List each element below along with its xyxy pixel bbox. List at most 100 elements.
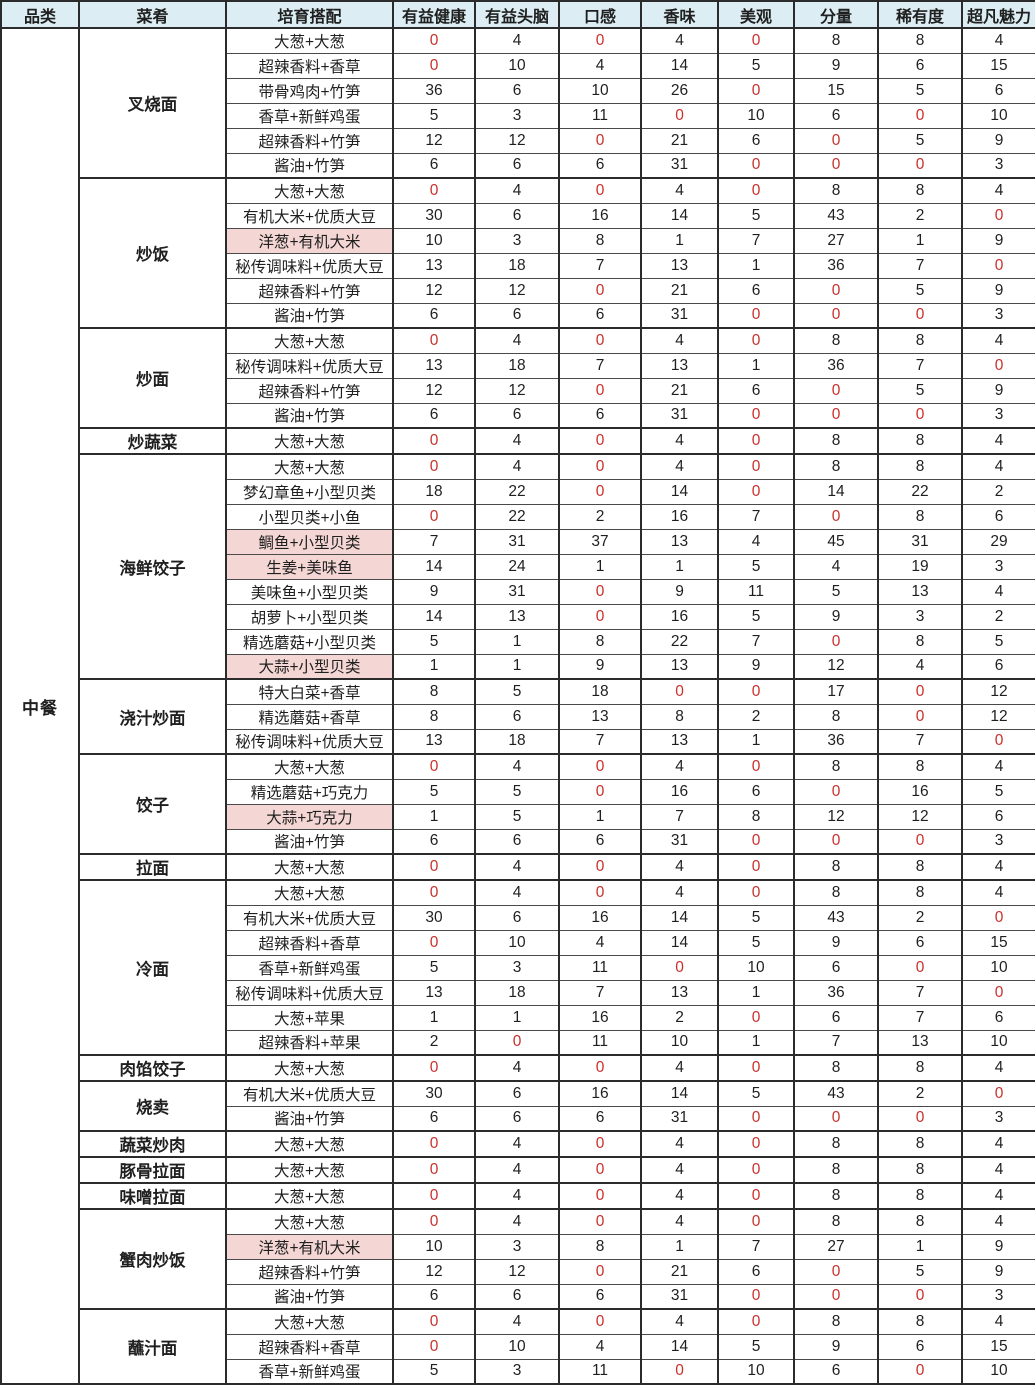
value-cell: 5: [474, 678, 560, 705]
value-cell: 0: [717, 77, 795, 104]
value-cell: 10: [961, 102, 1035, 129]
value-cell: 1: [392, 653, 476, 680]
value-cell: 8: [793, 853, 879, 881]
pairing-cell: 精选蘑菇+巧克力: [225, 778, 394, 805]
value-cell: 14: [640, 52, 719, 79]
table-row: 肉馅饺子 大葱+大葱 0 4 0 4 0 8 8 4: [1, 1054, 1035, 1082]
value-cell: 7: [717, 628, 795, 655]
value-cell: 8: [558, 628, 642, 655]
value-cell: 0: [392, 753, 476, 780]
table-row: 超辣香料+竹笋 12 12 0 21 6 0 5 9: [1, 377, 1035, 404]
value-cell: 0: [877, 954, 963, 981]
value-cell: 4: [640, 1182, 719, 1210]
dish-cell: 味噌拉面: [78, 1182, 227, 1210]
value-cell: 6: [558, 828, 642, 855]
value-cell: 4: [474, 753, 560, 780]
value-cell: 9: [793, 52, 879, 79]
table-row: 超辣香料+香草 0 10 4 14 5 9 6 15: [1, 929, 1035, 956]
value-cell: 8: [877, 753, 963, 780]
value-cell: 13: [474, 603, 560, 630]
value-cell: 12: [392, 127, 476, 154]
value-cell: 15: [961, 929, 1035, 956]
value-cell: 12: [392, 277, 476, 304]
value-cell: 0: [717, 753, 795, 780]
value-cell: 8: [877, 1308, 963, 1335]
column-header: 口感: [558, 0, 642, 29]
value-cell: 13: [640, 352, 719, 379]
value-cell: 8: [793, 703, 879, 730]
value-cell: 0: [961, 728, 1035, 755]
value-cell: 7: [558, 728, 642, 755]
value-cell: 10: [717, 954, 795, 981]
table-row: 生姜+美味鱼 14 24 1 1 5 4 19 3: [1, 553, 1035, 580]
value-cell: 3: [474, 1358, 560, 1385]
table-row: 超辣香料+香草 0 10 4 14 5 9 6 15: [1, 52, 1035, 79]
value-cell: 0: [877, 703, 963, 730]
pairing-cell-highlighted: 生姜+美味鱼: [225, 553, 394, 580]
value-cell: 3: [961, 1105, 1035, 1132]
value-cell: 7: [558, 252, 642, 279]
value-cell: 4: [474, 427, 560, 455]
value-cell: 13: [640, 979, 719, 1006]
value-cell: 0: [717, 453, 795, 480]
value-cell: 29: [961, 528, 1035, 555]
pairing-cell-highlighted: 大蒜+巧克力: [225, 803, 394, 830]
value-cell: 4: [640, 1054, 719, 1082]
table-row: 炒饭 大葱+大葱 0 4 0 4 0 8 8 4: [1, 177, 1035, 329]
value-cell: 5: [392, 954, 476, 981]
value-cell: 0: [877, 402, 963, 429]
value-cell: 11: [558, 1358, 642, 1385]
value-cell: 6: [474, 202, 560, 229]
table-row: 超辣香料+竹笋 12 12 0 21 6 0 5 9: [1, 1258, 1035, 1285]
value-cell: 0: [640, 1358, 719, 1385]
dish-cell: 蘸汁面: [78, 1308, 227, 1385]
value-cell: 5: [717, 1080, 795, 1107]
value-cell: 16: [558, 202, 642, 229]
value-cell: 0: [558, 1258, 642, 1285]
value-cell: 6: [793, 102, 879, 129]
value-cell: 13: [392, 252, 476, 279]
value-cell: 0: [793, 1105, 879, 1132]
value-cell: 4: [640, 1156, 719, 1184]
value-cell: 2: [392, 1029, 476, 1056]
value-cell: 31: [474, 578, 560, 605]
value-cell: 2: [717, 703, 795, 730]
value-cell: 12: [793, 653, 879, 680]
value-cell: 0: [717, 853, 795, 881]
value-cell: 0: [392, 427, 476, 455]
value-cell: 0: [793, 302, 879, 329]
value-cell: 1: [392, 803, 476, 830]
value-cell: 0: [717, 152, 795, 179]
pairing-cell: 大葱+大葱: [225, 327, 394, 354]
value-cell: 13: [640, 728, 719, 755]
value-cell: 0: [717, 402, 795, 429]
value-cell: 8: [793, 427, 879, 455]
value-cell: 0: [392, 1208, 476, 1235]
value-cell: 7: [640, 803, 719, 830]
value-cell: 10: [961, 1029, 1035, 1056]
value-cell: 11: [558, 1029, 642, 1056]
value-cell: 0: [717, 879, 795, 906]
table-row: 蟹肉炒饭 大葱+大葱 0 4 0 4 0 8 8 4: [1, 1208, 1035, 1310]
value-cell: 0: [793, 152, 879, 179]
value-cell: 31: [474, 528, 560, 555]
value-cell: 0: [877, 678, 963, 705]
value-cell: 6: [961, 1004, 1035, 1031]
value-cell: 0: [717, 327, 795, 354]
column-header: 香味: [640, 0, 719, 29]
dish-cell: 炒蔬菜: [78, 427, 227, 455]
value-cell: 2: [877, 904, 963, 931]
value-cell: 36: [793, 352, 879, 379]
value-cell: 0: [558, 478, 642, 505]
value-cell: 10: [717, 1358, 795, 1385]
value-cell: 8: [793, 1130, 879, 1158]
value-cell: 0: [558, 327, 642, 354]
value-cell: 4: [474, 1130, 560, 1158]
value-cell: 5: [392, 102, 476, 129]
value-cell: 0: [392, 52, 476, 79]
dish-cell: 炒面: [78, 327, 227, 429]
value-cell: 10: [474, 1333, 560, 1360]
value-cell: 14: [640, 1333, 719, 1360]
value-cell: 0: [717, 1182, 795, 1210]
table-row: 胡萝卜+小型贝类 14 13 0 16 5 9 3 2: [1, 603, 1035, 630]
